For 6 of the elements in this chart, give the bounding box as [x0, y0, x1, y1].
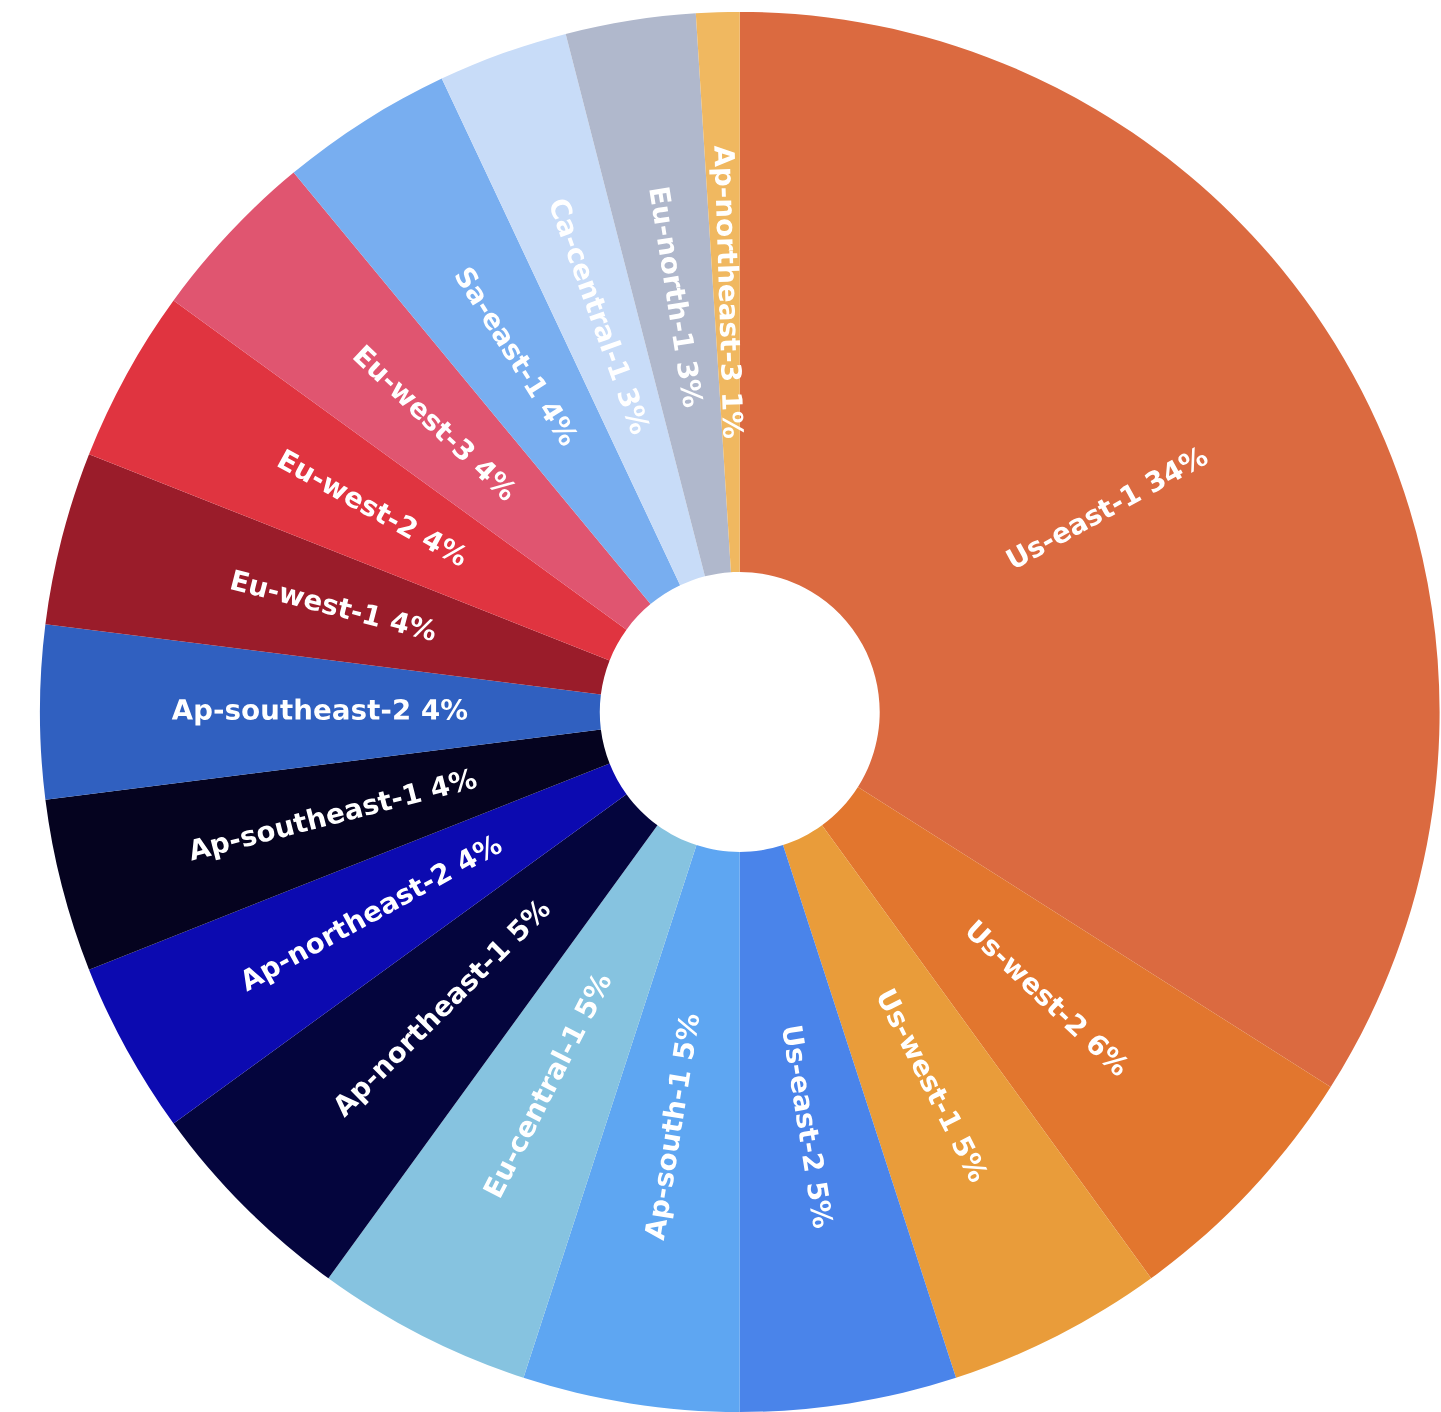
slice-label: Ap-southeast-2 4% — [171, 698, 468, 726]
slice-label: Us-east-2 5% — [781, 1025, 835, 1229]
slice-label: Ap-south-1 5% — [642, 1012, 706, 1242]
donut-slice — [783, 825, 1152, 1378]
slice-label: Eu-north-1 3% — [649, 187, 705, 408]
slice-label: Ap-northeast-3 1% — [708, 145, 745, 439]
